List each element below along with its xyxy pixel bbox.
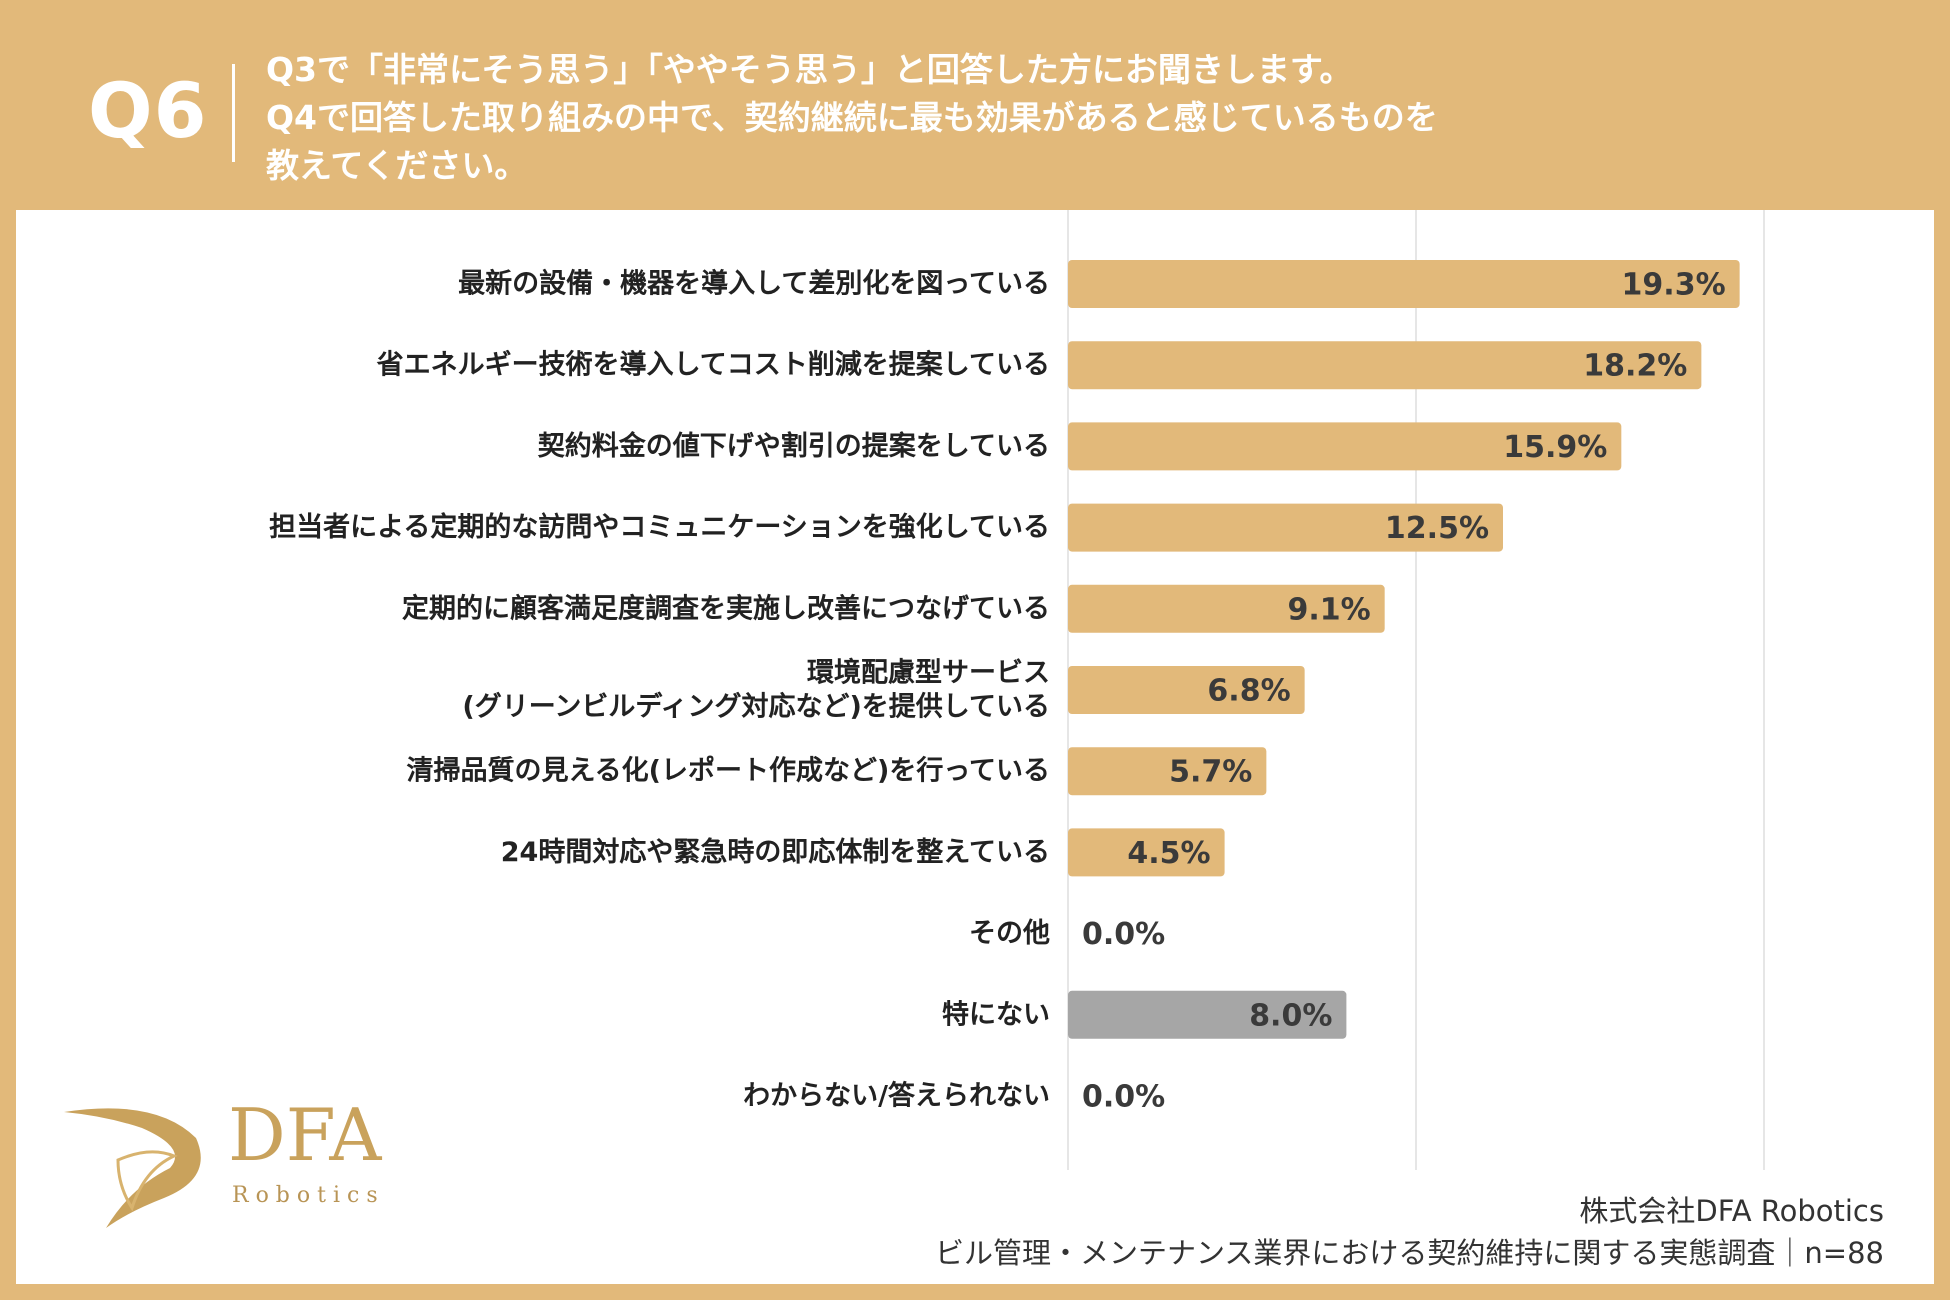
value-label-10: 0.0% (1082, 1080, 1165, 1115)
question-line-2: Q4で回答した取り組みの中で、契約継続に最も効果があると感じているものを (266, 98, 1438, 137)
header-divider (232, 64, 235, 162)
category-label-7: 24時間対応や緊急時の即応体制を整えている (501, 836, 1050, 868)
category-label-5-1: (グリーンビルディング対応など)を提供している (462, 691, 1050, 723)
question-line-1: Q3で「非常にそう思う」「ややそう思う」と回答した方にお聞きします。 (266, 50, 1353, 89)
value-label-9: 8.0% (1249, 998, 1332, 1033)
category-label-4: 定期的に顧客満足度調査を実施し改善につなげている (402, 592, 1050, 624)
footer-survey: ビル管理・メンテナンス業界における契約維持に関する実態調査｜n=88 (934, 1236, 1884, 1270)
category-label-9: 特にない (942, 999, 1050, 1030)
category-label-2: 契約料金の値下げや割引の提案をしている (538, 430, 1050, 462)
question-text: Q3で「非常にそう思う」「ややそう思う」と回答した方にお聞きします。 Q4で回答… (266, 46, 1866, 190)
category-label-10: わからない/答えられない (743, 1080, 1050, 1112)
value-label-5: 6.8% (1207, 674, 1290, 709)
logo-swoosh-inner-icon (116, 1150, 178, 1212)
value-label-8: 0.0% (1082, 917, 1165, 952)
value-label-7: 4.5% (1127, 836, 1210, 871)
footer: 株式会社DFA Robotics ビル管理・メンテナンス業界における契約維持に関… (935, 1190, 1884, 1274)
bar-9 (1068, 990, 1347, 1039)
bar-2 (1068, 422, 1622, 471)
value-label-6: 5.7% (1169, 755, 1252, 790)
value-label-4: 9.1% (1287, 592, 1370, 627)
bar-chart: 19.3% 最新の設備・機器を導入して差別化を図っている 18.2% 省エネルギー技術… (269, 210, 1765, 1170)
bar-4 (1068, 584, 1385, 633)
bar-7 (1068, 828, 1225, 877)
value-label-1: 18.2% (1583, 349, 1687, 384)
bar-0 (1068, 260, 1740, 308)
company-logo: DFA Robotics (64, 1093, 385, 1228)
footer-company: 株式会社DFA Robotics (1579, 1194, 1884, 1228)
bar-6 (1068, 747, 1267, 796)
logo-subtitle: Robotics (232, 1183, 385, 1208)
bar-5 (1068, 666, 1305, 714)
category-label-1: 省エネルギー技術を導入してコスト削減を提案している (377, 349, 1050, 381)
value-label-0: 19.3% (1622, 268, 1726, 303)
question-line-3: 教えてください。 (266, 146, 528, 185)
bar-1 (1068, 341, 1702, 390)
logo-swoosh-icon (64, 1108, 201, 1228)
category-label-0: 最新の設備・機器を導入して差別化を図っている (458, 268, 1050, 300)
category-label-8: その他 (969, 918, 1050, 949)
category-label-3: 担当者による定期的な訪問やコミュニケーションを強化している (269, 511, 1050, 543)
category-label-5-0: 環境配慮型サービス (807, 658, 1050, 689)
header: Q6 Q3で「非常にそう思う」「ややそう思う」と回答した方にお聞きします。 Q4… (0, 0, 1950, 210)
bar-3 (1068, 503, 1503, 552)
category-label-6: 清掃品質の見える化(レポート作成など)を行っている (406, 755, 1050, 787)
question-number: Q6 (88, 66, 208, 155)
value-label-2: 15.9% (1503, 430, 1607, 465)
value-label-3: 12.5% (1385, 511, 1489, 546)
logo-name: DFA (228, 1093, 382, 1177)
chart-panel: 19.3% 最新の設備・機器を導入して差別化を図っている 18.2% 省エネルギー技術… (16, 210, 1934, 1284)
